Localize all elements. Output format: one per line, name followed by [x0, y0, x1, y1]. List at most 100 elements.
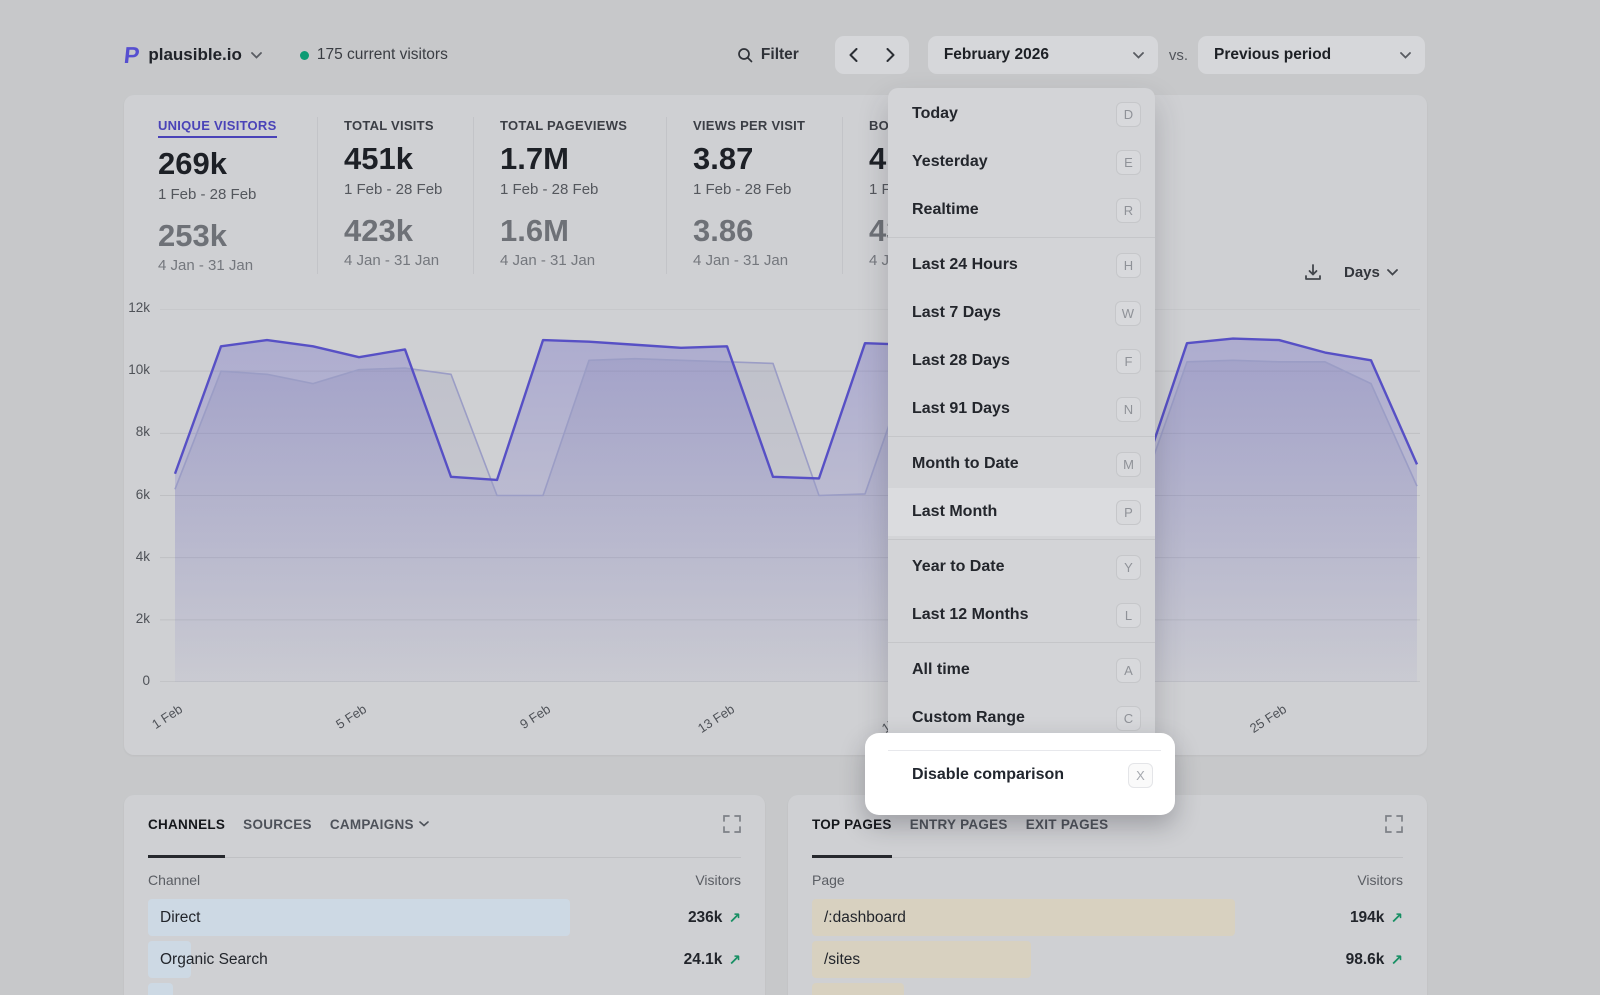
menu-item-label: Month to Date: [912, 455, 1019, 472]
metric-value: 3.87: [693, 141, 754, 176]
table-row-direct[interactable]: Direct 236k ↗: [148, 899, 741, 936]
fullscreen-icon[interactable]: [723, 815, 741, 833]
menu-item-label: Last 24 Hours: [912, 256, 1018, 273]
metric-label[interactable]: TOTAL PAGEVIEWS: [500, 118, 628, 133]
search-icon: [737, 47, 753, 63]
export-download-button[interactable]: [1304, 264, 1322, 281]
chevron-down-icon: [1386, 269, 1398, 276]
row-label: /:dashboard: [824, 908, 906, 926]
menu-item-last-28-days[interactable]: Last 28 Days F: [888, 337, 1155, 385]
row-value: 236k: [687, 908, 723, 926]
tab-label: TOP PAGES: [812, 817, 892, 832]
shortcut-key-badge: W: [1114, 300, 1141, 326]
disable-comparison-panel: Disable comparison X: [865, 733, 1175, 815]
menu-item-label: All time: [912, 661, 970, 678]
metric-unique-visitors[interactable]: UNIQUE VISITORS 269k 1 Feb - 28 Feb 253k 4 J…: [124, 117, 317, 274]
interval-dropdown[interactable]: Days: [1344, 264, 1398, 281]
shortcut-key-badge: R: [1116, 197, 1141, 223]
comparison-dropdown[interactable]: Previous period: [1198, 36, 1425, 74]
menu-item-custom-range[interactable]: Custom Range C: [888, 694, 1155, 742]
metric-views-per-visit[interactable]: VIEWS PER VISIT 3.87 1 Feb - 28 Feb 3.86 4 J…: [666, 117, 842, 275]
menu-item-all-time[interactable]: All time A: [888, 646, 1155, 694]
current-visitors-link[interactable]: 175 current visitors: [299, 46, 448, 64]
menu-divider: [888, 237, 1155, 238]
date-range-menu: Today D Yesterday E Realtime R Last 24 Hours H L…: [888, 88, 1155, 744]
shortcut-key-badge: P: [1116, 499, 1141, 525]
row-bar: [148, 899, 571, 936]
top-bar: P plausible.io 175 current visitors Filt…: [122, 32, 1425, 78]
trend-up-icon: ↗: [728, 951, 741, 969]
next-period-arrow-button[interactable]: [882, 44, 899, 66]
filter-button[interactable]: Filter: [737, 46, 799, 64]
column-header: Visitors: [1357, 872, 1403, 888]
tab-sources[interactable]: SOURCES: [243, 817, 312, 857]
y-axis-tick: 0: [142, 673, 150, 688]
plausible-logo-icon: P: [122, 41, 141, 68]
metric-previous-value: 3.86: [693, 212, 754, 248]
row-bar: [148, 983, 173, 995]
menu-item-last-12-months[interactable]: Last 12 Months L: [888, 591, 1155, 639]
metric-label[interactable]: VIEWS PER VISIT: [693, 118, 806, 133]
menu-item-year-to-date[interactable]: Year to Date Y: [888, 543, 1155, 591]
tab-top-pages[interactable]: TOP PAGES: [812, 817, 892, 858]
metric-previous-period: 4 Jan - 31 Jan: [500, 252, 596, 270]
row-label: Organic Search: [160, 950, 268, 968]
menu-item-last-24-hours[interactable]: Last 24 Hours H: [888, 241, 1155, 289]
chart-interval-controls: Days: [1304, 264, 1398, 281]
row-value: 24.1k: [683, 950, 723, 968]
metric-label[interactable]: UNIQUE VISITORS: [158, 118, 277, 138]
metric-period: 1 Feb - 28 Feb: [344, 180, 443, 198]
site-switcher[interactable]: P plausible.io: [122, 41, 262, 68]
date-range-dropdown[interactable]: February 2026: [927, 36, 1158, 74]
y-axis-tick: 10k: [128, 362, 150, 378]
channels-column-headers: Channel Visitors: [148, 872, 741, 888]
tab-label: SOURCES: [243, 817, 312, 832]
date-range-label: February 2026: [943, 46, 1049, 63]
column-header: Page: [812, 872, 845, 888]
table-row[interactable]: [148, 983, 741, 995]
table-row--dashboard[interactable]: /:dashboard 194k ↗: [812, 899, 1403, 936]
metric-previous-value: 1.6M: [500, 212, 569, 248]
menu-item-disable-comparison[interactable]: Disable comparison X: [865, 751, 1175, 799]
tab-label: ENTRY PAGES: [909, 817, 1008, 832]
menu-item-last-month[interactable]: Last Month P: [888, 488, 1155, 536]
tab-channels[interactable]: CHANNELS: [148, 817, 226, 858]
tab-campaigns[interactable]: CAMPAIGNS: [330, 817, 429, 857]
trend-up-icon: ↗: [728, 909, 741, 927]
pages-column-headers: Page Visitors: [812, 872, 1403, 888]
channels-rows: Direct 236k ↗ Organic Search 24.1k ↗: [148, 899, 741, 995]
previous-period-arrow-button[interactable]: [845, 44, 862, 66]
filter-label: Filter: [760, 46, 799, 63]
shortcut-key-badge: L: [1116, 602, 1141, 628]
menu-item-today[interactable]: Today D: [888, 90, 1155, 138]
table-row--sites[interactable]: /sites 98.6k ↗: [812, 941, 1403, 978]
tab-entry-pages[interactable]: ENTRY PAGES: [910, 817, 1008, 857]
menu-item-label: Last 12 Months: [912, 606, 1029, 623]
table-row-organic-search[interactable]: Organic Search 24.1k ↗: [148, 941, 741, 978]
metric-total-pageviews[interactable]: TOTAL PAGEVIEWS 1.7M 1 Feb - 28 Feb 1.6M 4 J…: [473, 117, 666, 275]
chevron-down-icon: [250, 51, 262, 59]
metric-period: 1 Feb - 28 Feb: [693, 180, 792, 198]
row-bar: [812, 899, 1235, 936]
metric-total-visits[interactable]: TOTAL VISITS 451k 1 Feb - 28 Feb 423k 4 Jan …: [317, 117, 473, 275]
live-dot-icon: [299, 50, 309, 60]
metric-previous-value: 423k: [344, 212, 413, 248]
tab-exit-pages[interactable]: EXIT PAGES: [1026, 817, 1109, 857]
metric-previous-value: 253k: [158, 217, 227, 253]
row-value: 98.6k: [1345, 950, 1385, 968]
menu-item-label: Last 28 Days: [912, 352, 1010, 369]
menu-item-yesterday[interactable]: Yesterday E: [888, 138, 1155, 186]
pages-rows: /:dashboard 194k ↗ /sites 98.6k ↗: [812, 899, 1403, 995]
menu-item-last-91-days[interactable]: Last 91 Days N: [888, 385, 1155, 433]
channels-card: CHANNELS SOURCES CAMPAIGNS Channel Visitor…: [124, 795, 765, 995]
menu-item-last-7-days[interactable]: Last 7 Days W: [888, 289, 1155, 337]
metric-label[interactable]: TOTAL VISITS: [344, 118, 434, 133]
menu-item-realtime[interactable]: Realtime R: [888, 186, 1155, 234]
fullscreen-icon[interactable]: [1385, 815, 1403, 833]
menu-item-month-to-date[interactable]: Month to Date M: [888, 440, 1155, 488]
row-label: /sites: [824, 950, 861, 968]
y-axis-tick: 4k: [135, 548, 150, 564]
metric-previous-period: 4 Jan - 31 Jan: [344, 252, 440, 270]
table-row[interactable]: [812, 983, 1403, 995]
